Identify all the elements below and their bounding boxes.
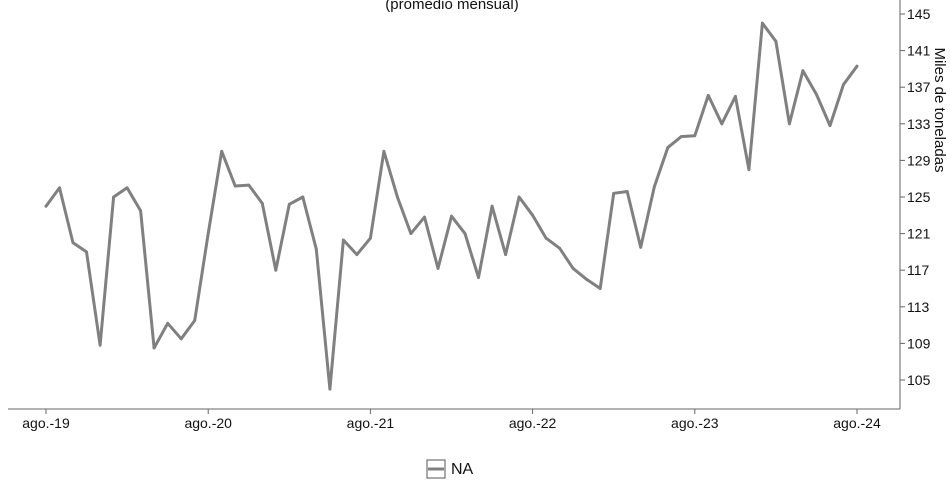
data-point xyxy=(274,268,278,272)
data-point xyxy=(531,213,534,217)
y-tick-label: 117 xyxy=(907,262,930,278)
data-point xyxy=(679,135,683,139)
series-line-na xyxy=(44,21,859,391)
data-point xyxy=(98,343,102,347)
y-tick-label: 133 xyxy=(907,116,931,132)
data-point xyxy=(801,69,805,73)
data-point xyxy=(287,202,291,206)
data-point xyxy=(342,238,345,242)
data-point xyxy=(423,215,426,219)
y-tick-label: 141 xyxy=(907,43,931,59)
data-point xyxy=(44,204,48,208)
data-point xyxy=(247,183,251,187)
data-point xyxy=(490,204,494,208)
data-point xyxy=(166,321,170,325)
data-point xyxy=(301,195,305,199)
y-axis-title: Miles de toneladas xyxy=(931,47,948,172)
data-point xyxy=(328,387,332,391)
data-point xyxy=(85,250,88,254)
legend: NA xyxy=(426,459,474,479)
x-tick-label: ago.-23 xyxy=(671,415,719,431)
data-point xyxy=(720,122,724,126)
data-point xyxy=(125,186,129,190)
axes: 105 109 113 117 121 125 129 133 137 141 145 ago.-19… xyxy=(8,0,948,431)
data-point xyxy=(639,245,643,249)
x-tick-label: ago.-21 xyxy=(347,415,395,431)
data-point xyxy=(842,83,845,86)
data-point xyxy=(314,247,318,251)
data-point xyxy=(517,195,521,199)
y-tick-label: 109 xyxy=(907,335,931,351)
data-point xyxy=(436,267,440,270)
data-point xyxy=(477,276,480,279)
y-tick-label: 105 xyxy=(907,372,931,388)
y-tick-label: 129 xyxy=(907,152,931,168)
data-point xyxy=(409,232,413,236)
data-point xyxy=(652,185,656,189)
data-point xyxy=(828,124,832,127)
data-point xyxy=(761,21,764,25)
data-point xyxy=(544,236,548,240)
data-point xyxy=(112,195,115,199)
plot-area xyxy=(44,21,859,391)
y-tick-label: 137 xyxy=(907,79,931,95)
data-point xyxy=(558,246,561,250)
data-point xyxy=(504,253,507,256)
y-tick-label: 121 xyxy=(907,226,931,242)
data-point xyxy=(693,134,697,138)
data-point xyxy=(734,95,737,98)
y-tick-label: 125 xyxy=(907,189,931,205)
data-point xyxy=(355,253,359,256)
x-tick-label: ago.-20 xyxy=(184,415,232,431)
data-point xyxy=(382,149,386,153)
data-point xyxy=(450,214,453,218)
legend-label: NA xyxy=(451,461,474,478)
data-point xyxy=(855,64,859,68)
data-point xyxy=(706,94,710,97)
x-tick-label: ago.-19 xyxy=(22,415,70,431)
data-point xyxy=(815,93,818,96)
data-point xyxy=(396,195,399,199)
data-point xyxy=(571,267,575,270)
y-tick-label: 145 xyxy=(907,6,931,22)
data-point xyxy=(58,186,61,190)
x-tick-label: ago.-22 xyxy=(509,415,557,431)
data-point xyxy=(598,287,602,290)
chart-subtitle: (promedio mensual) xyxy=(385,0,519,13)
data-point xyxy=(774,40,778,43)
data-point xyxy=(152,346,156,350)
data-point xyxy=(193,319,197,322)
data-point xyxy=(788,122,791,126)
data-point xyxy=(625,190,629,193)
data-point xyxy=(220,149,224,153)
data-point xyxy=(463,232,467,236)
data-point xyxy=(612,191,616,195)
data-point xyxy=(139,209,143,213)
data-point xyxy=(260,202,264,205)
data-point xyxy=(179,337,183,341)
data-point xyxy=(666,146,670,150)
data-point xyxy=(206,232,210,236)
data-point xyxy=(585,278,589,281)
data-point xyxy=(71,241,75,245)
data-point xyxy=(369,236,372,240)
y-tick-label: 113 xyxy=(907,299,930,315)
data-point xyxy=(233,184,237,188)
x-tick-label: ago.-24 xyxy=(833,415,881,431)
data-point xyxy=(747,168,751,172)
